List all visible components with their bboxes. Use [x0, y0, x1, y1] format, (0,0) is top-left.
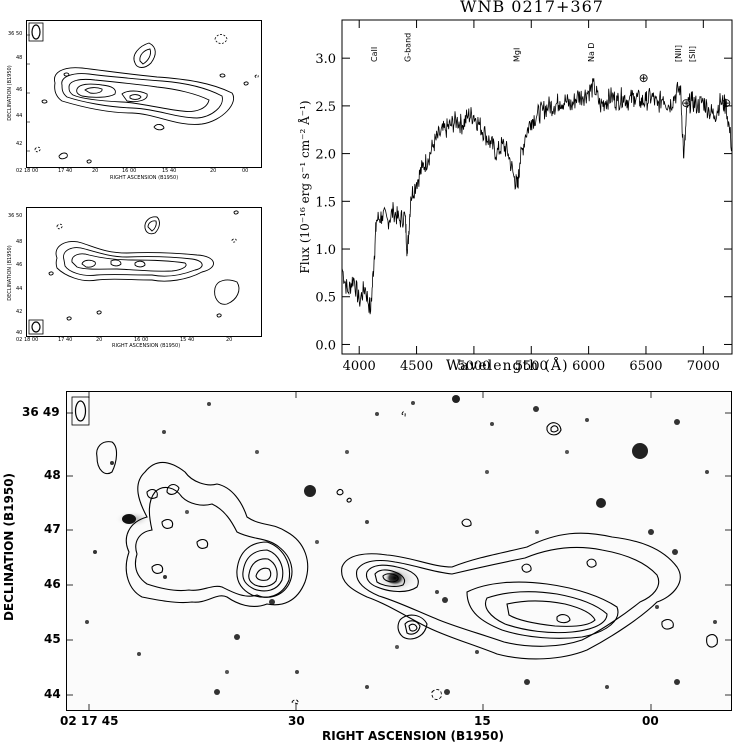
radio-contours: [96, 422, 718, 660]
main-ytick-1: 48: [44, 468, 61, 482]
dashed-contours: [34, 34, 259, 153]
top-map-xtick-3: 16 00: [122, 168, 137, 174]
dashed-contours: [56, 223, 237, 243]
main-xtick-2: 15: [474, 714, 491, 728]
x-tick-label-0: 4000: [343, 359, 376, 374]
spectrum-title: WNB 0217+367: [460, 0, 604, 16]
top-map-ytick-2: 46: [16, 87, 23, 93]
y-tick-label-6: 3.0: [315, 52, 336, 67]
spectral-line-label-3: Na D: [587, 42, 596, 62]
mid-map-ytick-3: 44: [16, 286, 23, 292]
contour-group: [41, 42, 249, 164]
mid-map-xlabel: RIGHT ASCENSION (B1950): [112, 343, 181, 349]
mid-map-ylabel: DECLINATION (B1950): [7, 245, 13, 301]
y-tick-label-3: 1.5: [315, 195, 336, 210]
top-map-ytick-1: 48: [16, 55, 23, 61]
spectral-line-label-2: MgI: [512, 48, 521, 62]
beam-box: [28, 319, 44, 335]
x-ticks: 4000 4500 5000 5500 6000 6500 7000: [343, 20, 720, 374]
background-stars: [85, 395, 717, 695]
mid-map-xtick-3: 16 00: [134, 337, 149, 343]
spectral-line-label-1: G-band: [403, 33, 412, 62]
spectrum-ylabel: Flux (10⁻¹⁶ erg s⁻¹ cm⁻² Å⁻¹): [298, 100, 312, 274]
axis-tick-marks: [67, 392, 731, 710]
spectral-line-label-4: [NII]: [674, 45, 683, 62]
spectrum-frame: [341, 19, 733, 355]
top-map-xtick-5: 20: [210, 168, 217, 174]
main-xlabel: RIGHT ASCENSION (B1950): [322, 729, 504, 743]
top-map-ytick-3: 44: [16, 113, 23, 119]
y-tick-label-5: 2.5: [315, 100, 336, 115]
beam-ellipse: [74, 400, 87, 422]
spectrum-xlabel: Wavelength (Å): [446, 358, 569, 374]
main-xtick-0: 02 17 45: [60, 714, 119, 728]
mid-map-xtick-4: 15 40: [180, 337, 195, 343]
top-map-ytick-4: 42: [16, 141, 23, 147]
contour-group: [48, 210, 240, 321]
x-tick-label-4: 6000: [572, 359, 605, 374]
ytick-marks: [27, 34, 30, 152]
x-tick-label-2: 5000: [457, 359, 490, 374]
mid-map-ytick-1: 48: [16, 239, 23, 245]
beam-box: [28, 22, 44, 42]
main-xtick-1: 30: [288, 714, 305, 728]
main-ytick-5: 44: [44, 687, 61, 701]
main-ytick-2: 47: [44, 522, 61, 536]
top-map-xtick-6: 00: [242, 168, 249, 174]
main-ytick-0: 36 49: [22, 405, 60, 419]
y-ticks: 0.0 0.5 1.0 1.5 2.0 2.5 3.0: [315, 52, 732, 353]
top-map-ytick-0: 36 50: [8, 31, 23, 37]
main-ytick-3: 46: [44, 577, 61, 591]
x-tick-label-1: 4500: [400, 359, 433, 374]
top-map-xtick-2: 20: [92, 168, 99, 174]
mid-map-ytick-4: 42: [16, 309, 23, 315]
mid-map-ytick-0: 36 50: [8, 213, 23, 219]
y-tick-label-2: 1.0: [315, 243, 336, 258]
line-markers: CaII G-band MgI Na D [NII] [SII]⊕⊕ ⊕: [370, 33, 731, 110]
mid-map-ytick-2: 46: [16, 262, 23, 268]
y-tick-label-1: 0.5: [315, 291, 336, 306]
beam-box: [71, 396, 90, 426]
y-tick-label-4: 2.0: [315, 148, 336, 163]
mid-map-xtick-1: 17 40: [58, 337, 73, 343]
top-map-ylabel: DECLINATION (B1950): [7, 65, 13, 121]
mid-map-ytick-5: 40: [16, 330, 23, 336]
x-tick-label-3: 5500: [515, 359, 548, 374]
main-ylabel: DECLINATION (B1950): [2, 472, 16, 622]
beam-ellipse: [31, 321, 41, 333]
top-map-xlabel: RIGHT ASCENSION (B1950): [110, 175, 179, 181]
mid-map-xtick-0: 02 18 00: [16, 337, 39, 343]
spectrum-chart: 4000 4500 5000 5500 6000 6500 7000 0.0 0.5 1.0 1.…: [315, 19, 733, 374]
main-ytick-4: 45: [44, 632, 61, 646]
x-tick-label-6: 7000: [687, 359, 720, 374]
spectral-line-label-0: CaII: [370, 47, 379, 62]
spectrum-series-line: [341, 78, 733, 315]
radio-map-panel-top: [26, 20, 262, 168]
optical-image-panel: [66, 391, 732, 711]
radio-map-top-contours: [27, 22, 259, 164]
mid-map-xtick-5: 20: [226, 337, 233, 343]
top-map-xtick-4: 15 40: [162, 168, 177, 174]
main-xtick-3: 00: [642, 714, 659, 728]
radio-map-middle-contours: [28, 210, 240, 335]
top-map-xtick-0: 02 18 00: [16, 168, 39, 174]
dashed-contours: [291, 411, 442, 705]
telluric-earth-symbol-0: ⊕: [639, 71, 649, 85]
optical-image-overlay: [67, 392, 731, 710]
telluric-earth-symbol-1: ⊕: [681, 96, 691, 110]
top-map-xtick-1: 17 40: [58, 168, 73, 174]
spectral-line-label-5: [SII]: [688, 46, 697, 62]
radio-map-panel-middle: [26, 207, 262, 337]
beam-ellipse: [31, 24, 41, 40]
mid-map-xtick-2: 20: [96, 337, 103, 343]
x-tick-label-5: 6500: [629, 359, 662, 374]
y-tick-label-0: 0.0: [315, 338, 336, 353]
